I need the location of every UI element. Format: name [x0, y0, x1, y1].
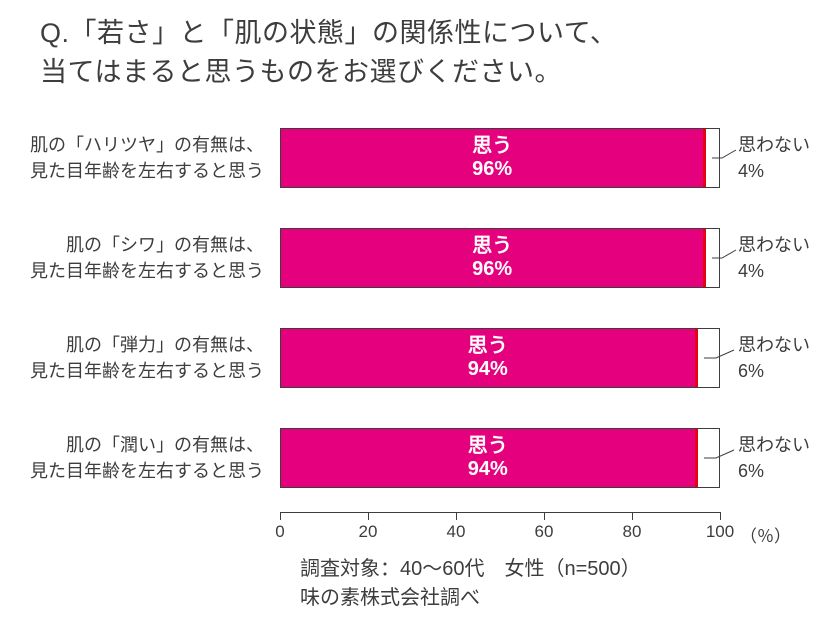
chart-area: 肌の「ハリツヤ」の有無は、 見た目年齢を左右すると思う 思う 96% 思わない …	[0, 120, 817, 520]
survey-footnote: 調査対象：40〜60代 女性（n=500） 味の素株式会社調べ	[300, 555, 641, 613]
bar-no-label-group: 思わない 6%	[738, 432, 810, 484]
footnote-line2: 味の素株式会社調べ	[300, 587, 480, 609]
bar-row: 肌の「シワ」の有無は、 見た目年齢を左右すると思う 思う 96% 思わない 4%	[0, 220, 817, 300]
bar-yes-value: 94%	[468, 458, 508, 481]
tick-label: 20	[359, 522, 378, 542]
tick-label: 80	[623, 522, 642, 542]
bar-yes-segment: 思う 94%	[281, 329, 695, 387]
row-label-line2: 見た目年齢を左右すると思う	[30, 461, 264, 481]
bar-yes-label: 思う	[472, 235, 512, 258]
row-label-line1: 肌の「シワ」の有無は、	[66, 235, 264, 255]
connector-line	[700, 420, 740, 500]
tick-label: 100	[706, 522, 734, 542]
footnote-line1: 調査対象：40〜60代 女性（n=500）	[300, 558, 641, 580]
tick-label: 0	[275, 522, 284, 542]
bar-accent-sliver	[695, 329, 698, 387]
tick-label: 40	[447, 522, 466, 542]
bar-yes-value: 94%	[468, 358, 508, 381]
bar-yes-value: 96%	[472, 158, 512, 181]
bar-track: 思う 94%	[280, 328, 720, 388]
row-label: 肌の「ハリツヤ」の有無は、 見た目年齢を左右すると思う	[0, 132, 272, 184]
bar-no-label: 思わない	[738, 235, 810, 255]
title-line-1: Q.「若さ」と「肌の状態」の関係性について、	[40, 18, 617, 48]
row-label: 肌の「シワ」の有無は、 見た目年齢を左右すると思う	[0, 232, 272, 284]
bar-track: 思う 96%	[280, 228, 720, 288]
bar-no-value: 4%	[738, 161, 764, 181]
bar-row: 肌の「潤い」の有無は、 見た目年齢を左右すると思う 思う 94% 思わない 6%	[0, 420, 817, 500]
x-axis: 0 20 40 60 80 100 （％）	[280, 512, 740, 552]
bar-no-value: 6%	[738, 461, 764, 481]
row-label-line1: 肌の「潤い」の有無は、	[66, 435, 264, 455]
bar-no-label: 思わない	[738, 335, 810, 355]
bar-yes-segment: 思う 96%	[281, 129, 703, 187]
connector-line	[700, 320, 740, 400]
bar-row: 肌の「ハリツヤ」の有無は、 見た目年齢を左右すると思う 思う 96% 思わない …	[0, 120, 817, 200]
bar-yes-label: 思う	[472, 135, 512, 158]
axis-unit-label: （％）	[740, 522, 791, 547]
row-label: 肌の「潤い」の有無は、 見た目年齢を左右すると思う	[0, 432, 272, 484]
bar-no-label: 思わない	[738, 435, 810, 455]
bar-no-label: 思わない	[738, 135, 810, 155]
bar-no-label-group: 思わない 4%	[738, 232, 810, 284]
chart-title: Q.「若さ」と「肌の状態」の関係性について、 当てはまると思うものをお選びくださ…	[40, 14, 617, 92]
bar-row: 肌の「弾力」の有無は、 見た目年齢を左右すると思う 思う 94% 思わない 6%	[0, 320, 817, 400]
bar-accent-sliver	[703, 129, 706, 187]
bar-no-label-group: 思わない 6%	[738, 332, 810, 384]
bar-accent-sliver	[695, 429, 698, 487]
bar-yes-label: 思う	[468, 435, 508, 458]
bar-no-value: 6%	[738, 361, 764, 381]
bar-accent-sliver	[703, 229, 706, 287]
row-label-line1: 肌の「ハリツヤ」の有無は、	[30, 135, 264, 155]
bar-no-label-group: 思わない 4%	[738, 132, 810, 184]
bar-yes-label: 思う	[468, 335, 508, 358]
bar-no-value: 4%	[738, 261, 764, 281]
title-line-2: 当てはまると思うものをお選びください。	[40, 57, 562, 87]
tick-label: 60	[535, 522, 554, 542]
row-label-line2: 見た目年齢を左右すると思う	[30, 161, 264, 181]
bar-yes-value: 96%	[472, 258, 512, 281]
row-label-line1: 肌の「弾力」の有無は、	[66, 335, 264, 355]
bar-yes-segment: 思う 94%	[281, 429, 695, 487]
bar-track: 思う 96%	[280, 128, 720, 188]
row-label-line2: 見た目年齢を左右すると思う	[30, 361, 264, 381]
bar-track: 思う 94%	[280, 428, 720, 488]
bar-yes-segment: 思う 96%	[281, 229, 703, 287]
row-label: 肌の「弾力」の有無は、 見た目年齢を左右すると思う	[0, 332, 272, 384]
row-label-line2: 見た目年齢を左右すると思う	[30, 261, 264, 281]
